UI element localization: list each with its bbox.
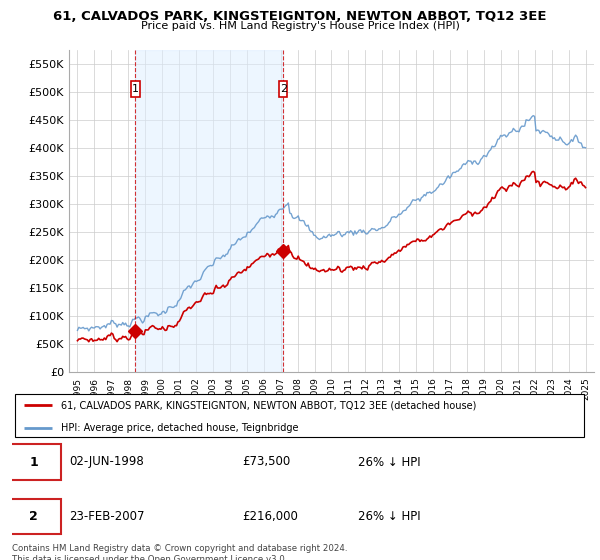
Bar	[136, 50, 283, 372]
Text: 1: 1	[132, 84, 139, 94]
Text: 02-JUN-1998: 02-JUN-1998	[70, 455, 145, 469]
Text: 1: 1	[29, 455, 38, 469]
FancyBboxPatch shape	[6, 499, 61, 534]
Text: Contains HM Land Registry data © Crown copyright and database right 2024.
This d: Contains HM Land Registry data © Crown c…	[12, 544, 347, 560]
FancyBboxPatch shape	[6, 444, 61, 480]
Text: 61, CALVADOS PARK, KINGSTEIGNTON, NEWTON ABBOT, TQ12 3EE: 61, CALVADOS PARK, KINGSTEIGNTON, NEWTON…	[53, 10, 547, 23]
FancyBboxPatch shape	[15, 394, 584, 437]
FancyBboxPatch shape	[279, 81, 287, 97]
Text: 61, CALVADOS PARK, KINGSTEIGNTON, NEWTON ABBOT, TQ12 3EE (detached house): 61, CALVADOS PARK, KINGSTEIGNTON, NEWTON…	[61, 400, 476, 410]
Text: 2: 2	[280, 84, 287, 94]
FancyBboxPatch shape	[131, 81, 140, 97]
Text: 26% ↓ HPI: 26% ↓ HPI	[358, 510, 420, 523]
Text: 26% ↓ HPI: 26% ↓ HPI	[358, 455, 420, 469]
Text: £216,000: £216,000	[242, 510, 298, 523]
Text: £73,500: £73,500	[242, 455, 290, 469]
Text: 2: 2	[29, 510, 38, 523]
Text: HPI: Average price, detached house, Teignbridge: HPI: Average price, detached house, Teig…	[61, 423, 298, 433]
Text: 23-FEB-2007: 23-FEB-2007	[70, 510, 145, 523]
Text: Price paid vs. HM Land Registry's House Price Index (HPI): Price paid vs. HM Land Registry's House …	[140, 21, 460, 31]
